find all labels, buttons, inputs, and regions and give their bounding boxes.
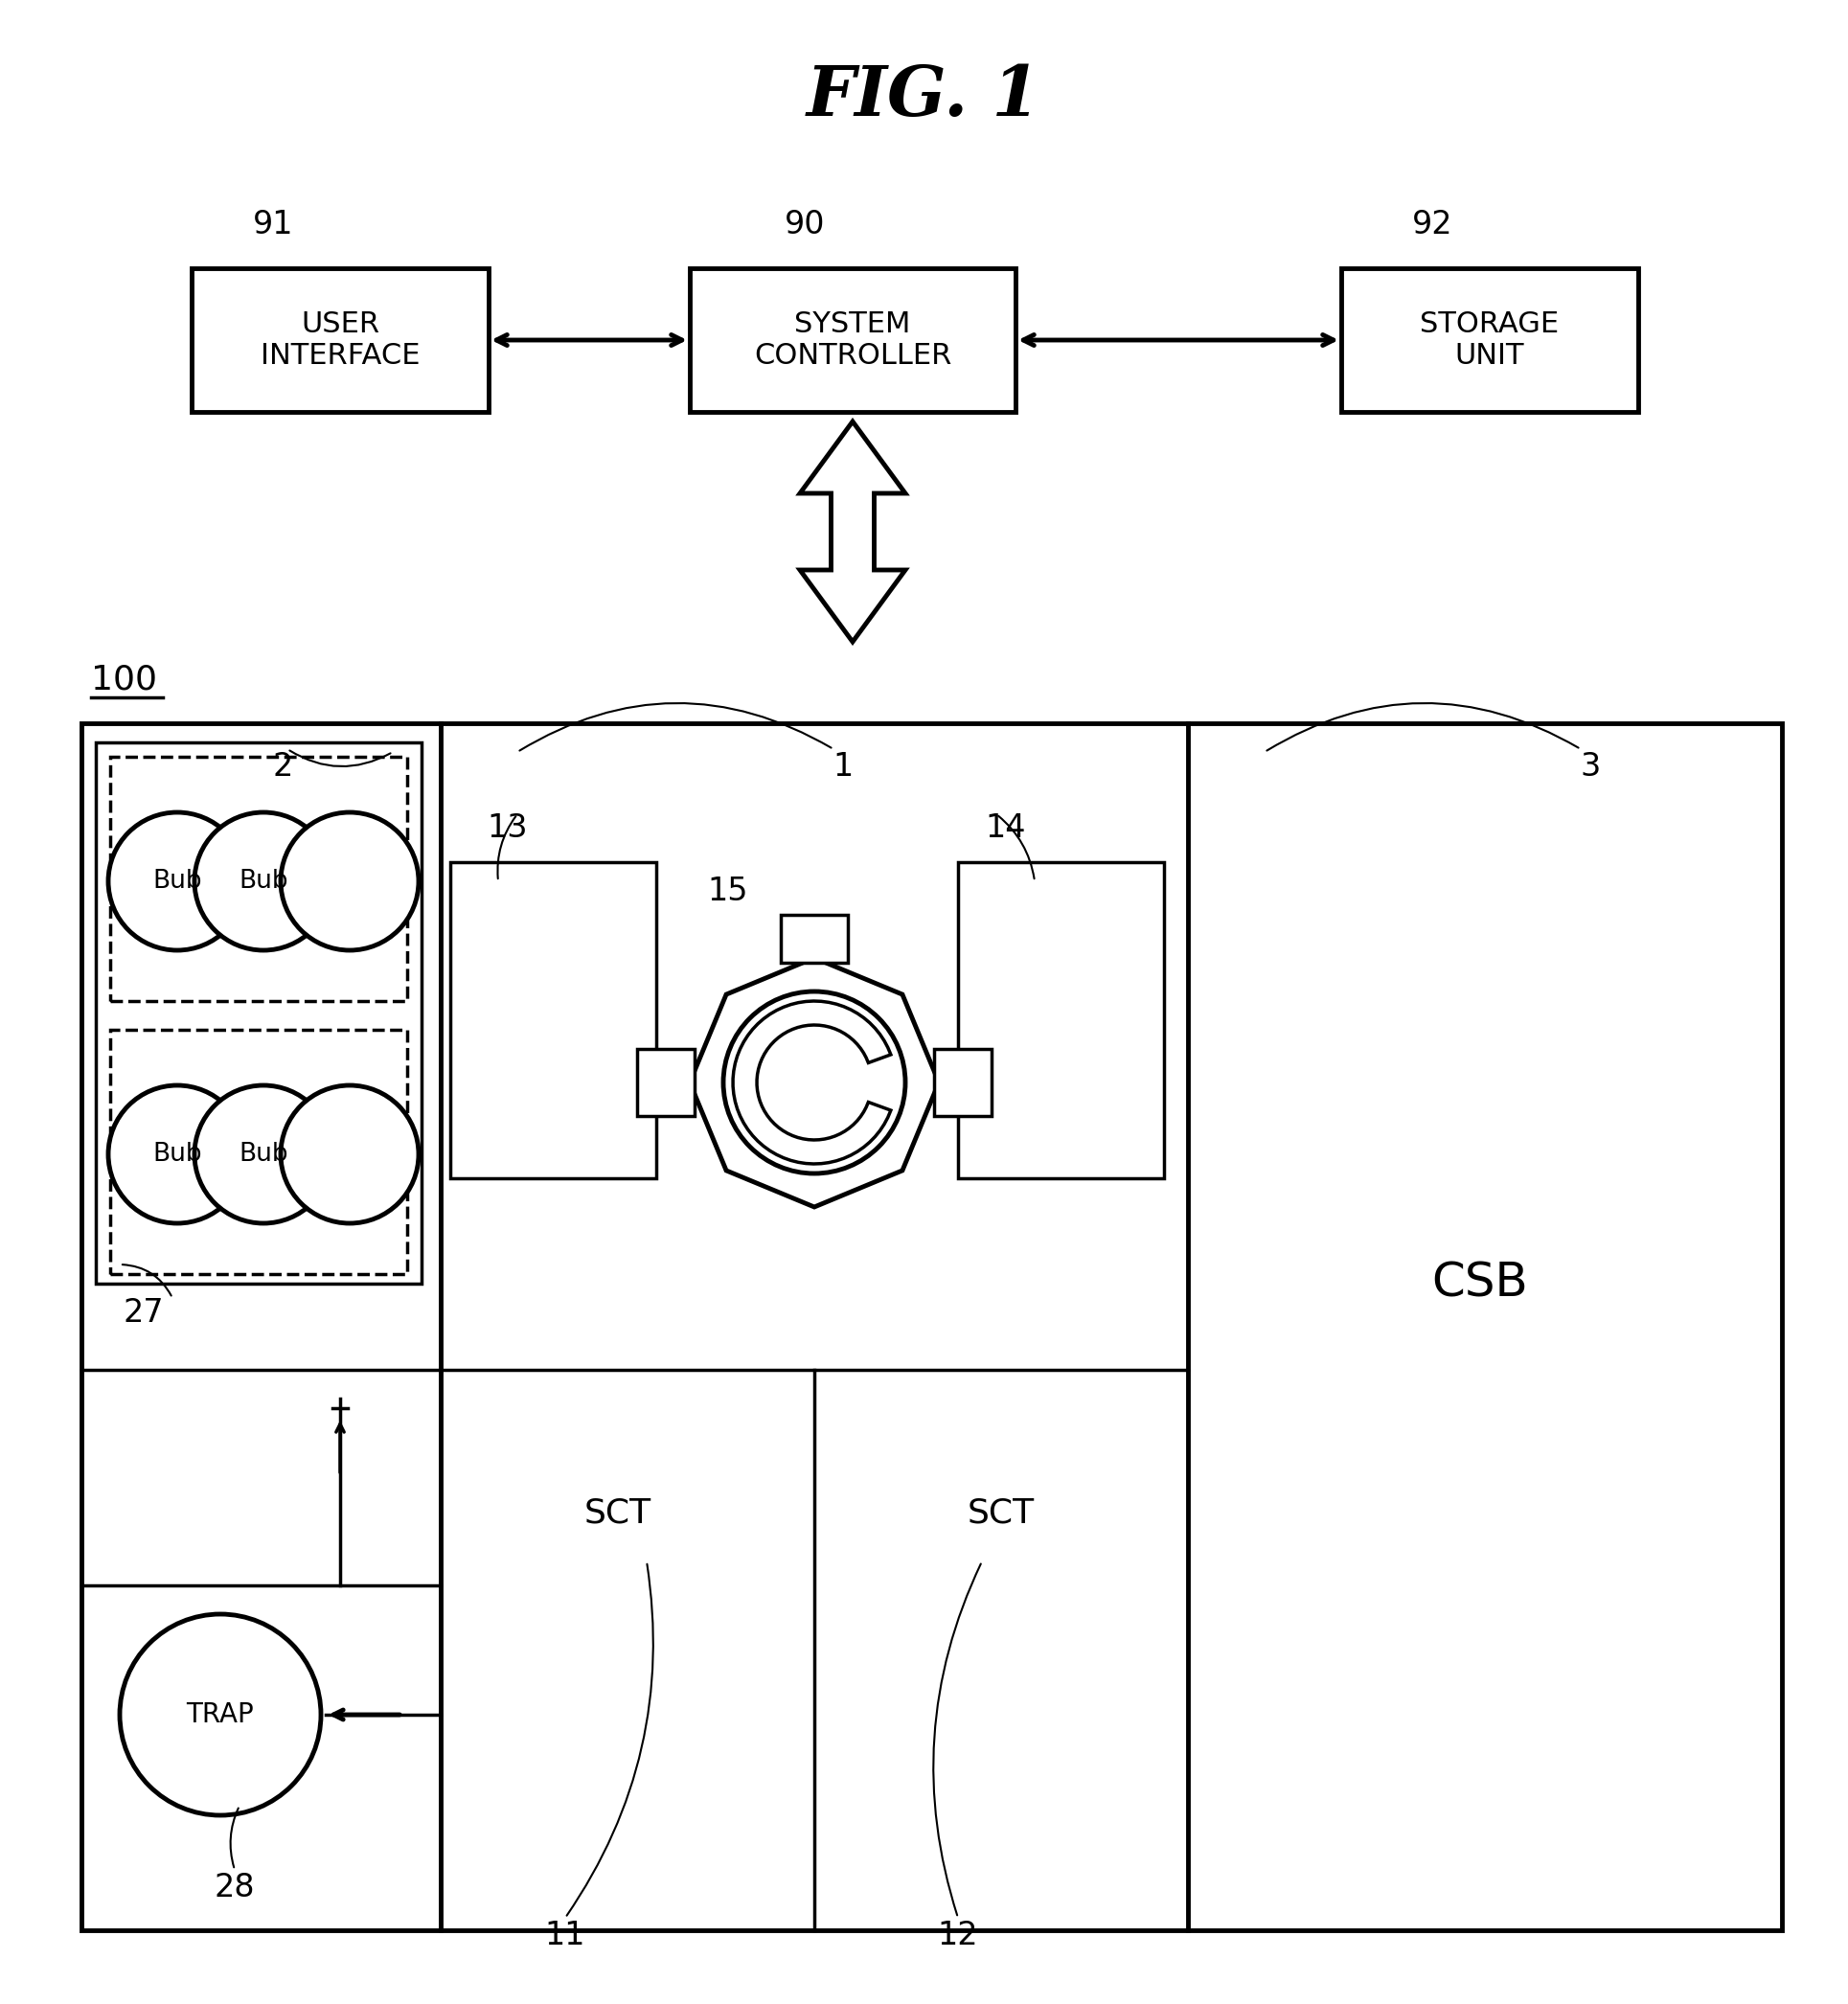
Bar	[780, 916, 848, 962]
Polygon shape	[800, 421, 906, 641]
Text: TRAP: TRAP	[187, 1701, 255, 1727]
Text: 27: 27	[124, 1297, 164, 1329]
Circle shape	[723, 992, 906, 1174]
Circle shape	[120, 1613, 322, 1816]
Text: 3: 3	[1580, 752, 1600, 782]
Text: 91: 91	[253, 208, 294, 240]
Text: FIG. 1: FIG. 1	[806, 62, 1040, 130]
Circle shape	[194, 812, 333, 950]
Circle shape	[194, 1086, 333, 1222]
Circle shape	[109, 1086, 246, 1222]
Text: 90: 90	[784, 208, 824, 240]
Text: SCT: SCT	[968, 1497, 1035, 1529]
Text: STORAGE
UNIT: STORAGE UNIT	[1421, 311, 1560, 371]
Text: 11: 11	[545, 1920, 586, 1950]
Bar	[451, 862, 656, 1178]
Text: 12: 12	[937, 1920, 978, 1950]
Text: 1: 1	[833, 752, 854, 782]
Bar	[638, 1048, 695, 1116]
Text: USER
INTERFACE: USER INTERFACE	[261, 311, 419, 371]
Bar	[957, 862, 1164, 1178]
Bar	[96, 741, 421, 1285]
Text: Bub: Bub	[153, 1142, 201, 1166]
Text: Bub: Bub	[153, 870, 201, 894]
Text: CSB: CSB	[1432, 1261, 1528, 1307]
Circle shape	[109, 812, 246, 950]
Bar	[1342, 269, 1637, 413]
Text: SYSTEM
CONTROLLER: SYSTEM CONTROLLER	[754, 311, 952, 371]
Bar	[81, 723, 1781, 1930]
Circle shape	[281, 1086, 419, 1222]
Text: 92: 92	[1412, 208, 1453, 240]
Circle shape	[281, 812, 419, 950]
Text: 28: 28	[214, 1872, 255, 1904]
Text: 2: 2	[272, 752, 292, 782]
Text: Bub: Bub	[238, 1142, 288, 1166]
Bar	[192, 269, 488, 413]
Bar	[689, 269, 1016, 413]
Text: 15: 15	[708, 876, 748, 906]
Text: Bub: Bub	[238, 870, 288, 894]
Text: SCT: SCT	[584, 1497, 652, 1529]
Bar	[111, 758, 407, 1002]
Bar	[933, 1048, 992, 1116]
Text: 13: 13	[488, 814, 529, 844]
Polygon shape	[734, 1002, 891, 1164]
Text: 14: 14	[985, 814, 1026, 844]
Bar	[111, 1030, 407, 1275]
Polygon shape	[689, 958, 939, 1206]
Text: 100: 100	[91, 663, 157, 697]
